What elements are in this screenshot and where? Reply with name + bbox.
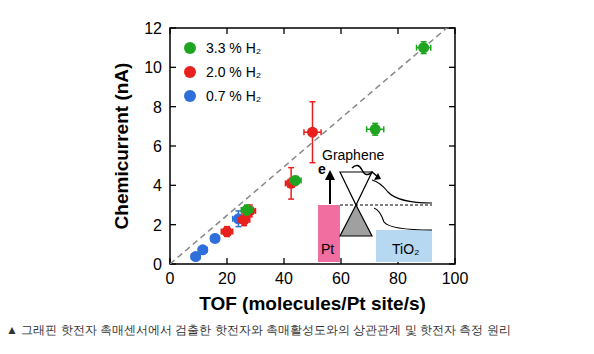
y-tick-label: 10 [144, 59, 162, 76]
x-tick-label: 100 [442, 270, 469, 287]
y-tick [170, 67, 176, 68]
transfer-arrowhead [374, 173, 381, 180]
pt-block [318, 205, 340, 262]
x-tick-top [454, 28, 455, 34]
legend-marker [184, 90, 196, 102]
x-error-cap [383, 126, 385, 132]
inset-pt-label: Pt [321, 241, 334, 257]
data-point [222, 226, 233, 237]
y-tick [170, 27, 176, 28]
y-tick-right [449, 67, 455, 68]
y-tick [170, 185, 176, 186]
y-axis-title: Chemicurrent (nA) [111, 63, 132, 230]
lower-cone [340, 205, 372, 236]
data-point [418, 42, 429, 53]
inset-graphene-label: Graphene [322, 147, 384, 163]
y-tick-label: 4 [153, 177, 162, 194]
x-tick-top [340, 28, 341, 34]
electron-arrowhead [325, 170, 335, 180]
x-tick-label: 60 [332, 270, 350, 287]
y-tick-right [449, 224, 455, 225]
x-tick [454, 258, 455, 264]
legend-marker [184, 66, 196, 78]
inset-tio2-label: TiO₂ [392, 241, 419, 257]
plot-frame [170, 28, 455, 264]
data-point [210, 233, 221, 244]
data-point [290, 175, 301, 186]
y-tick [170, 224, 176, 225]
y-tick-right [449, 263, 455, 264]
plot-data [170, 28, 455, 264]
y-error-cap [235, 226, 241, 228]
x-tick [340, 258, 341, 264]
y-tick-right [449, 145, 455, 146]
upper-cone [340, 172, 372, 205]
x-tick-label: 40 [275, 270, 293, 287]
x-tick-label: 20 [218, 270, 236, 287]
chart: 0 20 40 60 80 100 0 2 4 6 8 10 12 TOF (molecules/Pt s… [0, 0, 594, 354]
tio2-block [376, 230, 432, 262]
x-error-cap [366, 126, 368, 132]
y-error-cap [310, 162, 316, 164]
y-tick-right [449, 185, 455, 186]
x-error-cap [416, 45, 418, 51]
x-axis-title: TOF (molecules/Pt site/s) [199, 293, 426, 314]
y-tick-label: 6 [153, 138, 162, 155]
legend-label: 3.3 % H₂ [206, 40, 261, 56]
y-error-cap [310, 101, 316, 103]
y-error-cap [288, 198, 294, 200]
x-tick [226, 258, 227, 264]
y-tick-label: 2 [153, 217, 162, 234]
x-tick-top [226, 28, 227, 34]
data-point [307, 127, 318, 138]
electron-arrow [329, 176, 331, 204]
x-error-cap [430, 45, 432, 51]
legend: 3.3 % H₂ 2.0 % H₂ 0.7 % H₂ [184, 40, 261, 104]
legend-label: 0.7 % H₂ [206, 88, 261, 104]
y-tick-label: 0 [153, 256, 162, 273]
y-tick [170, 145, 176, 146]
band-upper [372, 180, 432, 203]
y-tick-right [449, 106, 455, 107]
data-point [370, 124, 381, 135]
band-lower [374, 208, 432, 230]
data-point [241, 204, 252, 215]
x-error-cap [303, 129, 305, 135]
y-error-cap [288, 167, 294, 169]
y-tick-right [449, 27, 455, 28]
legend-label: 2.0 % H₂ [206, 64, 261, 80]
trend-line [170, 28, 455, 264]
caption: ▲ 그래핀 핫전자 촉매센서에서 검출한 핫전자와 촉매활성도와의 상관관계 및… [6, 323, 511, 337]
inset-electron-label: e [318, 161, 326, 177]
x-tick-top [283, 28, 284, 34]
legend-marker [184, 42, 196, 54]
inset-diagram: Graphenee Pt TiO₂ [318, 147, 432, 262]
x-tick-label: 80 [389, 270, 407, 287]
y-tick-label: 12 [144, 20, 162, 37]
x-error-cap [320, 129, 322, 135]
y-tick-label: 8 [153, 99, 162, 116]
y-tick [170, 106, 176, 107]
data-point [197, 244, 208, 255]
fermi-level [340, 205, 432, 206]
x-tick [283, 258, 284, 264]
x-tick-top [169, 28, 170, 34]
x-tick-label: 0 [166, 270, 175, 287]
transfer-arrow [352, 165, 378, 177]
x-tick-top [397, 28, 398, 34]
